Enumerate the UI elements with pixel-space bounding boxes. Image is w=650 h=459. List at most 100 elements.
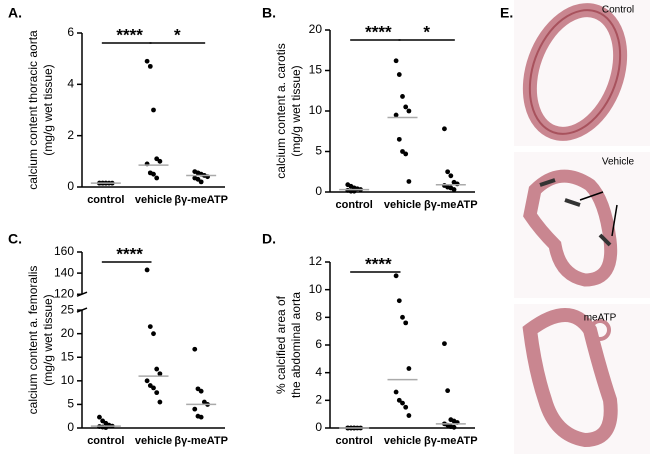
y-tick-label: 5 bbox=[315, 144, 322, 158]
x-tick-label: βγ-meATP bbox=[424, 435, 478, 447]
y-axis-label: (mg/g wet tissue) bbox=[41, 64, 55, 155]
y-tick-label: 12 bbox=[309, 254, 323, 268]
data-point bbox=[151, 107, 156, 113]
vessel bbox=[522, 308, 618, 448]
y-axis-label: the abdominal aorta bbox=[289, 292, 303, 398]
data-point bbox=[198, 414, 204, 420]
y-axis-label: calcium content a. carotis bbox=[274, 43, 288, 178]
x-tick-label: βγ-meATP bbox=[174, 194, 228, 206]
data-point bbox=[195, 176, 201, 182]
y-tick-label: 5 bbox=[67, 397, 74, 411]
data-point bbox=[400, 94, 405, 99]
data-point bbox=[406, 179, 412, 184]
image-label: Control bbox=[602, 5, 634, 16]
data-point bbox=[157, 158, 163, 164]
y-axis-label: (mg/g wet tissue) bbox=[289, 65, 303, 156]
x-tick-label: control bbox=[336, 199, 373, 211]
y-tick-label: 15 bbox=[61, 349, 75, 363]
data-point bbox=[151, 331, 156, 337]
y-tick-label: 4 bbox=[315, 365, 322, 379]
calcification bbox=[539, 178, 612, 247]
y-tick-label: 20 bbox=[309, 22, 323, 36]
data-point bbox=[448, 173, 454, 179]
data-point bbox=[396, 397, 402, 403]
y-tick-label: 10 bbox=[61, 373, 75, 387]
data-point bbox=[147, 63, 153, 69]
y-tick-label: 6 bbox=[315, 337, 322, 351]
panel-e: E. Control Vehicle meATP bbox=[500, 0, 650, 454]
data-point bbox=[198, 179, 204, 185]
data-point bbox=[393, 389, 399, 395]
data-point bbox=[396, 72, 402, 77]
data-point bbox=[144, 267, 150, 273]
y-tick-label: 4 bbox=[67, 77, 74, 91]
data-point bbox=[454, 181, 460, 187]
x-tick-label: control bbox=[336, 435, 373, 447]
data-point bbox=[396, 136, 402, 142]
significance-label: * bbox=[174, 25, 181, 44]
data-point bbox=[451, 187, 457, 192]
data-point bbox=[154, 366, 160, 372]
data-point bbox=[445, 169, 451, 175]
data-point bbox=[157, 371, 163, 377]
data-point bbox=[393, 112, 399, 118]
data-point bbox=[393, 273, 399, 279]
y-tick-label: 25 bbox=[61, 302, 75, 316]
significance-label: **** bbox=[365, 254, 392, 273]
y-axis-label: calcium content a. femoralis bbox=[26, 266, 40, 415]
y-tick-label: 8 bbox=[315, 310, 322, 324]
data-point bbox=[403, 404, 409, 410]
significance-label: **** bbox=[365, 22, 392, 41]
data-point bbox=[393, 58, 399, 64]
x-tick-label: vehicle bbox=[384, 435, 421, 447]
y-tick-label: 0 bbox=[67, 179, 74, 193]
x-tick-label: control bbox=[87, 435, 124, 447]
data-point bbox=[403, 151, 409, 157]
data-point bbox=[97, 414, 102, 420]
arrow bbox=[611, 204, 618, 237]
data-point bbox=[154, 390, 160, 396]
y-axis-label: (mg/g wet tissue) bbox=[41, 294, 55, 385]
data-point bbox=[198, 388, 204, 394]
y-tick-label: 0 bbox=[315, 420, 322, 434]
data-point bbox=[192, 346, 198, 352]
significance-label: **** bbox=[116, 244, 143, 263]
x-tick-label: vehicle bbox=[384, 199, 421, 211]
y-tick-label: 0 bbox=[67, 420, 74, 434]
panel-label: B. bbox=[262, 5, 276, 21]
data-point bbox=[192, 406, 198, 412]
data-point bbox=[442, 341, 447, 347]
data-point bbox=[151, 385, 156, 391]
panel-label: C. bbox=[8, 231, 22, 247]
y-tick-label: 10 bbox=[309, 282, 323, 296]
panel-label: A. bbox=[8, 5, 22, 21]
x-tick-label: βγ-meATP bbox=[424, 199, 478, 211]
image-label: Vehicle bbox=[602, 157, 635, 168]
y-tick-label: 120 bbox=[54, 286, 74, 300]
data-point bbox=[442, 126, 447, 132]
data-point bbox=[406, 366, 412, 371]
vessel bbox=[523, 169, 618, 287]
data-point bbox=[445, 388, 451, 394]
panel-label: D. bbox=[262, 231, 276, 247]
y-tick-label: 10 bbox=[309, 103, 323, 117]
data-point bbox=[400, 400, 405, 406]
data-point bbox=[147, 324, 153, 329]
y-tick-label: 140 bbox=[54, 265, 74, 279]
x-tick-label: vehicle bbox=[135, 194, 172, 206]
y-tick-label: 160 bbox=[54, 244, 74, 258]
significance-label: * bbox=[423, 22, 430, 41]
data-point bbox=[406, 413, 412, 418]
data-point bbox=[396, 298, 402, 304]
panel-label: E. bbox=[500, 5, 513, 21]
x-tick-label: βγ-meATP bbox=[174, 435, 228, 447]
x-tick-label: vehicle bbox=[135, 435, 172, 447]
data-point bbox=[403, 104, 409, 110]
data-point bbox=[151, 171, 156, 177]
significance-label: **** bbox=[116, 25, 143, 44]
y-tick-label: 2 bbox=[67, 128, 74, 142]
data-point bbox=[154, 156, 160, 162]
data-point bbox=[451, 424, 457, 430]
vessel-small bbox=[589, 319, 611, 341]
